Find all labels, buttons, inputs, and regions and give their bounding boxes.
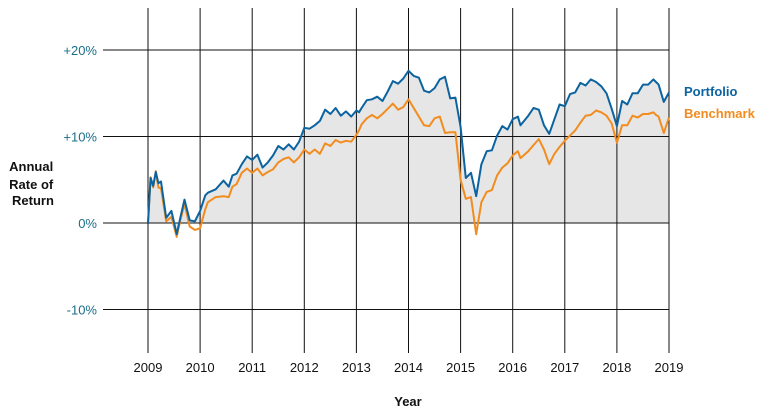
- y-tick-label: -10%: [67, 303, 98, 318]
- legend-benchmark: Benchmark: [684, 106, 756, 121]
- legend-portfolio: Portfolio: [684, 84, 737, 99]
- x-tick-label: 2014: [394, 360, 423, 375]
- x-axis-title: Year: [394, 394, 421, 409]
- y-axis-title-line-3: Return: [12, 193, 54, 208]
- x-tick-label: 2017: [550, 360, 579, 375]
- y-axis-title-line-2: Rate of: [9, 177, 54, 192]
- y-axis-title: Annual Rate of Return: [9, 159, 57, 208]
- benchmark-line: [147, 98, 670, 238]
- x-tick-label: 2013: [342, 360, 371, 375]
- x-tick-label: 2010: [186, 360, 215, 375]
- x-tick-labels: 2009 2010 2011 2012 2013 2014 2015 2016 2017 2018…: [134, 360, 684, 375]
- series-lines: [147, 69, 670, 238]
- x-tick-label: 2016: [498, 360, 527, 375]
- y-tick-label: 0%: [78, 216, 97, 231]
- y-tick-label: +20%: [63, 43, 97, 58]
- gridlines: [103, 8, 670, 353]
- x-tick-label: 2012: [290, 360, 319, 375]
- y-tick-labels: +20% +10% 0% -10%: [63, 43, 97, 318]
- y-axis-title-line-1: Annual: [9, 159, 53, 174]
- y-tick-label: +10%: [63, 130, 97, 145]
- x-tick-label: 2011: [238, 360, 266, 375]
- x-tick-label: 2009: [134, 360, 163, 375]
- x-tick-label: 2015: [446, 360, 475, 375]
- x-tick-label: 2019: [655, 360, 684, 375]
- portfolio-line: [147, 69, 670, 236]
- x-tick-label: 2018: [602, 360, 631, 375]
